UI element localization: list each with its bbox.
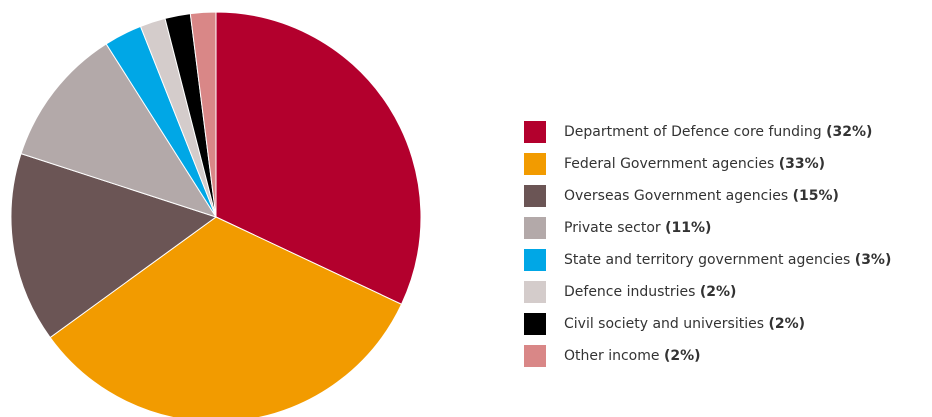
legend-label: Civil society and universities xyxy=(564,315,765,332)
legend-label: Federal Government agencies xyxy=(564,155,775,172)
legend-label-text: Civil society and universities (2%) xyxy=(564,316,805,332)
legend-percent: (2%) xyxy=(663,347,701,364)
legend-percent: (3%) xyxy=(854,251,892,268)
legend-label-text: Department of Defence core funding (32%) xyxy=(564,124,872,140)
legend-item: State and territory government agencies … xyxy=(524,247,891,272)
legend-item: Other income (2%) xyxy=(524,343,891,368)
legend-label-text: State and territory government agencies … xyxy=(564,252,891,268)
legend-item: Private sector (11%) xyxy=(524,215,891,240)
legend-label-text: Other income (2%) xyxy=(564,348,701,364)
legend-swatch xyxy=(524,248,546,271)
legend-label: Overseas Government agencies xyxy=(564,187,789,204)
pie-slice xyxy=(20,43,218,218)
legend-label: Private sector xyxy=(564,219,661,236)
legend-swatch xyxy=(524,280,546,303)
legend-label-text: Overseas Government agencies (15%) xyxy=(564,188,839,204)
legend-label-text: Private sector (11%) xyxy=(564,220,711,236)
legend-percent: (2%) xyxy=(699,283,737,300)
legend-swatch xyxy=(524,312,546,335)
pie-slice xyxy=(10,153,218,339)
legend-label: Defence industries xyxy=(564,283,696,300)
legend-label-text: Defence industries (2%) xyxy=(564,284,736,300)
legend-label-text: Federal Government agencies (33%) xyxy=(564,156,825,172)
legend-item: Federal Government agencies (33%) xyxy=(524,151,891,176)
legend-percent: (11%) xyxy=(665,219,712,236)
legend-percent: (32%) xyxy=(826,123,873,140)
legend: Department of Defence core funding (32%)… xyxy=(524,119,891,375)
legend-percent: (15%) xyxy=(792,187,839,204)
legend-item: Defence industries (2%) xyxy=(524,279,891,304)
pie-chart xyxy=(10,11,422,417)
legend-swatch xyxy=(524,152,546,175)
legend-item: Civil society and universities (2%) xyxy=(524,311,891,336)
legend-item: Department of Defence core funding (32%) xyxy=(524,119,891,144)
legend-label: Department of Defence core funding xyxy=(564,123,822,140)
legend-label: Other income xyxy=(564,347,660,364)
pie-slice xyxy=(215,11,422,305)
legend-swatch xyxy=(524,120,546,143)
legend-swatch xyxy=(524,344,546,367)
legend-swatch xyxy=(524,216,546,239)
pie-slice xyxy=(189,11,217,218)
pie-slice xyxy=(49,216,403,417)
legend-swatch xyxy=(524,184,546,207)
legend-label: State and territory government agencies xyxy=(564,251,851,268)
legend-percent: (33%) xyxy=(778,155,826,172)
legend-percent: (2%) xyxy=(768,315,806,332)
legend-item: Overseas Government agencies (15%) xyxy=(524,183,891,208)
